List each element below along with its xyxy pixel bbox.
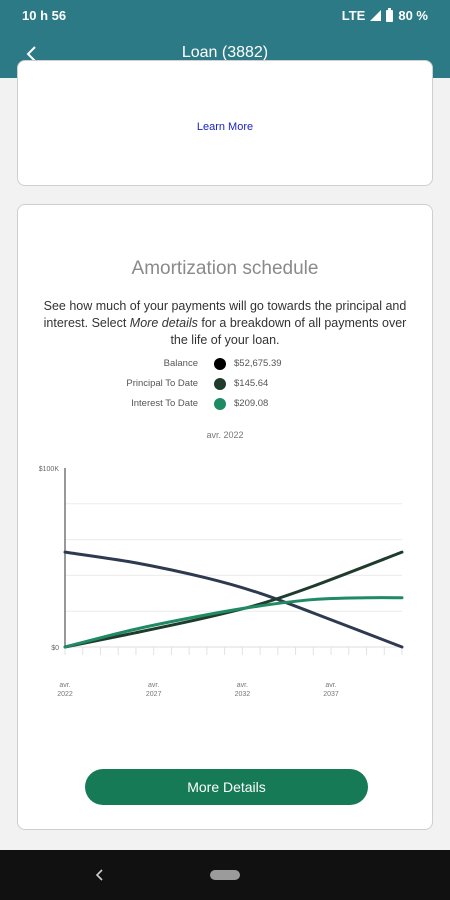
page-title: Loan (3882)	[181, 44, 269, 61]
legend-dot	[214, 398, 226, 410]
legend-value: $52,675.39	[234, 358, 282, 369]
legend-label: Interest To Date	[131, 398, 198, 409]
amortization-title: Amortization schedule	[131, 258, 319, 279]
nav-back-icon[interactable]	[90, 864, 110, 886]
x-tick-label: avr.	[237, 682, 248, 689]
x-tick-label: 2027	[146, 691, 162, 698]
legend-dot	[214, 358, 226, 370]
amortization-chart: $100K $0 avr. 2022 avr. 2027 avr. 2032 avr. 2037	[39, 466, 404, 698]
legend-balance: Balance $52,675.39	[18, 356, 434, 372]
x-tick-label: 2037	[323, 691, 339, 698]
x-tick-label: avr.	[59, 682, 70, 689]
x-tick-label: avr.	[325, 682, 336, 689]
legend-label: Principal To Date	[126, 378, 198, 389]
nav-home-pill[interactable]	[210, 870, 240, 880]
legend-value: $209.08	[234, 398, 269, 409]
info-card: Learn More	[17, 60, 433, 186]
legend-dot	[214, 378, 226, 390]
battery-icon	[386, 7, 394, 22]
battery-label: 80 %	[398, 8, 428, 23]
x-tick-label: 2022	[57, 691, 73, 698]
status-bar: 10 h 56 LTE 80 %	[0, 0, 450, 30]
legend-interest: Interest To Date $209.08	[18, 396, 434, 412]
y-tick-label: $0	[51, 645, 59, 652]
x-tick-label: avr.	[148, 682, 159, 689]
desc-text-1: See how much of your payments will go to…	[43, 299, 407, 330]
legend-label: Balance	[163, 358, 198, 369]
network-label: LTE	[341, 8, 366, 23]
learn-more-link[interactable]: Learn More	[196, 121, 254, 133]
y-tick-label: $100K	[39, 466, 60, 473]
chart-caption: avr. 2022	[206, 430, 244, 440]
balance-series-line	[63, 550, 404, 649]
signal-icon	[370, 10, 382, 21]
status-time: 10 h 56	[22, 8, 67, 23]
amortization-description: See how much of your payments will go to…	[42, 298, 408, 349]
legend-principal: Principal To Date $145.64	[18, 376, 434, 392]
legend-value: $145.64	[234, 378, 269, 389]
x-tick-label: 2032	[235, 691, 251, 698]
interest-series-line	[63, 596, 404, 649]
desc-emphasis: More details	[129, 316, 198, 330]
amortization-card: Amortization schedule See how much of yo…	[17, 204, 433, 830]
more-details-button[interactable]: More Details	[85, 769, 368, 805]
desc-text-2: for a breakdown of all payments over the…	[170, 316, 407, 347]
system-nav-bar	[0, 850, 450, 900]
status-right: LTE 80 %	[341, 7, 428, 23]
back-arrow-icon[interactable]	[14, 36, 50, 72]
